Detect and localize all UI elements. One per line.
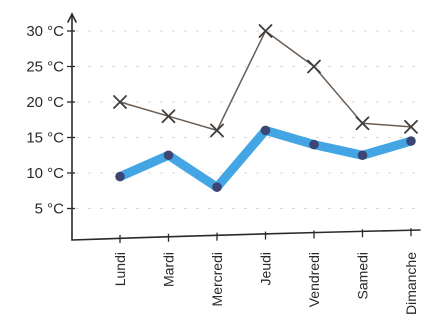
- y-tick-label: 10 °C: [26, 165, 64, 182]
- y-tick-label: 25 °C: [26, 59, 64, 76]
- data-point: [210, 123, 224, 138]
- y-tick-labels: 5 °C 10 °C 15 °C 20 °C 25 °C 30 °C: [26, 23, 64, 218]
- x-tick-label: Dimanche: [403, 252, 419, 315]
- data-point: [113, 95, 127, 109]
- series-layer: [113, 24, 418, 192]
- x-tick-label: Vendredi: [306, 252, 322, 307]
- y-tick-label: 20 °C: [26, 94, 64, 111]
- y-tick-label: 5 °C: [35, 201, 65, 218]
- y-tick-label: 15 °C: [26, 130, 64, 147]
- data-point: [161, 109, 176, 124]
- data-point: [357, 150, 368, 161]
- data-point: [163, 150, 174, 161]
- data-point: [309, 139, 319, 150]
- data-point: [355, 116, 370, 131]
- data-point: [212, 182, 222, 192]
- data-point: [406, 136, 416, 146]
- x-axis-line: [71, 229, 421, 241]
- x-tick-label: Lundi: [112, 252, 128, 286]
- x-tick-label: Mardi: [161, 252, 177, 287]
- y-tick-label: 30 °C: [26, 23, 64, 40]
- x-tick-label: Samedi: [355, 252, 371, 299]
- series-line: [115, 125, 416, 192]
- x-tick-label: Jeudi: [258, 252, 274, 285]
- data-point: [404, 119, 418, 134]
- data-point: [307, 59, 321, 74]
- y-axis-arrow: [67, 12, 77, 23]
- axes: [67, 12, 421, 243]
- series-line: [119, 30, 412, 132]
- x-tick-label: Mercredi: [209, 252, 225, 306]
- data-point: [115, 171, 125, 182]
- grid-layer: [76, 30, 420, 209]
- data-point: [258, 24, 273, 38]
- x-tick-labels: Lundi Mardi Mercredi Jeudi Vendredi Samedi Dim…: [112, 252, 419, 315]
- data-point: [260, 125, 271, 136]
